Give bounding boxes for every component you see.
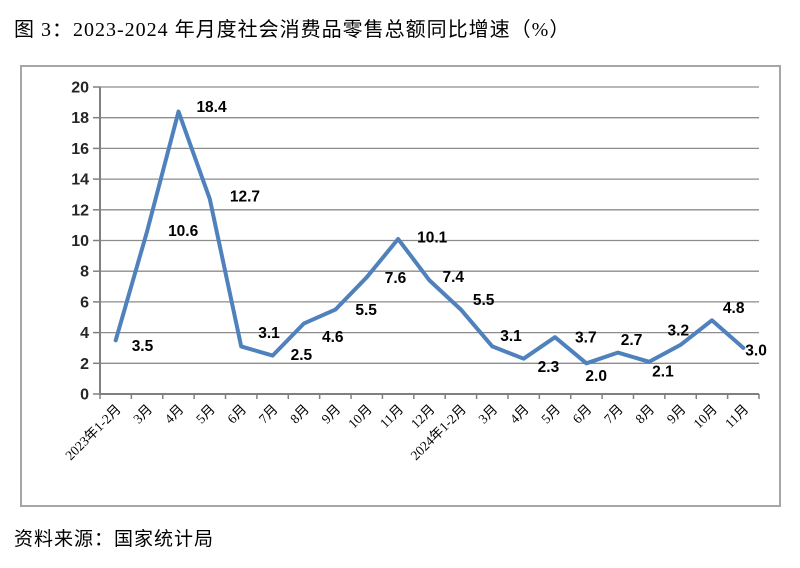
x-axis-label: 10月 xyxy=(345,402,375,432)
x-axis-label: 9月 xyxy=(319,402,344,427)
data-label: 3.0 xyxy=(745,342,767,359)
data-label: 4.8 xyxy=(723,300,745,317)
data-label: 7.6 xyxy=(385,270,407,287)
data-label: 2.0 xyxy=(585,368,607,385)
x-axis-label: 8月 xyxy=(287,402,312,427)
x-axis-label: 6月 xyxy=(570,402,595,427)
data-label: 5.5 xyxy=(473,292,495,309)
x-axis-label: 5月 xyxy=(193,402,218,427)
data-label: 10.1 xyxy=(417,229,448,246)
data-label: 7.4 xyxy=(443,269,465,286)
y-axis-label: 12 xyxy=(71,202,89,219)
x-axis-label: 4月 xyxy=(162,402,187,427)
data-label: 4.6 xyxy=(322,329,344,346)
x-axis-label: 8月 xyxy=(632,402,657,427)
source-note: 资料来源：国家统计局 xyxy=(14,529,215,550)
data-label: 2.1 xyxy=(652,363,674,380)
figure-title: 图 3：2023-2024 年月度社会消费品零售总额同比增速（%） xyxy=(14,19,571,41)
data-label: 5.5 xyxy=(355,302,377,319)
x-axis-label: 3月 xyxy=(130,402,155,427)
data-label: 3.5 xyxy=(132,338,154,355)
data-label: 12.7 xyxy=(230,189,260,206)
chart-frame: 0 2 4 6 8 10 12 14 16 18 20 2023年1-2月 3月 4月 5月 6月 7月 8月 9月… xyxy=(20,65,781,507)
data-label: 3.1 xyxy=(500,328,522,345)
data-label: 3.2 xyxy=(668,322,690,339)
y-axis-label: 6 xyxy=(80,294,89,311)
x-axis-label: 7月 xyxy=(256,402,281,427)
data-label: 3.1 xyxy=(258,325,280,342)
x-axis-label: 10月 xyxy=(690,402,720,432)
x-axis-label: 7月 xyxy=(601,402,626,427)
x-axis-label: 11月 xyxy=(377,402,406,431)
y-axis-label: 20 xyxy=(71,80,89,97)
y-axis-label: 2 xyxy=(80,356,89,373)
y-axis-label: 4 xyxy=(80,325,89,342)
y-axis-label: 10 xyxy=(71,233,89,250)
data-label: 18.4 xyxy=(196,99,227,116)
x-axis-label: 9月 xyxy=(664,402,689,427)
data-label: 2.7 xyxy=(621,332,643,349)
x-axis-label: 3月 xyxy=(475,402,500,427)
data-label: 2.3 xyxy=(538,359,560,376)
x-axis-label: 5月 xyxy=(538,402,563,427)
y-axis-label: 8 xyxy=(80,264,89,281)
data-label: 10.6 xyxy=(168,223,199,240)
y-axis-label: 16 xyxy=(71,141,89,158)
x-axis-label: 11月 xyxy=(722,402,751,431)
series-line xyxy=(113,109,746,366)
x-axis-label: 2023年1-2月 xyxy=(62,402,124,464)
x-axis-label: 6月 xyxy=(224,402,249,427)
y-axis-label: 14 xyxy=(71,172,89,189)
x-axis-label: 4月 xyxy=(507,402,532,427)
y-axis-label: 18 xyxy=(71,110,89,127)
data-label: 3.7 xyxy=(575,330,597,347)
data-label: 2.5 xyxy=(291,347,313,364)
y-axis-label: 0 xyxy=(80,387,89,404)
